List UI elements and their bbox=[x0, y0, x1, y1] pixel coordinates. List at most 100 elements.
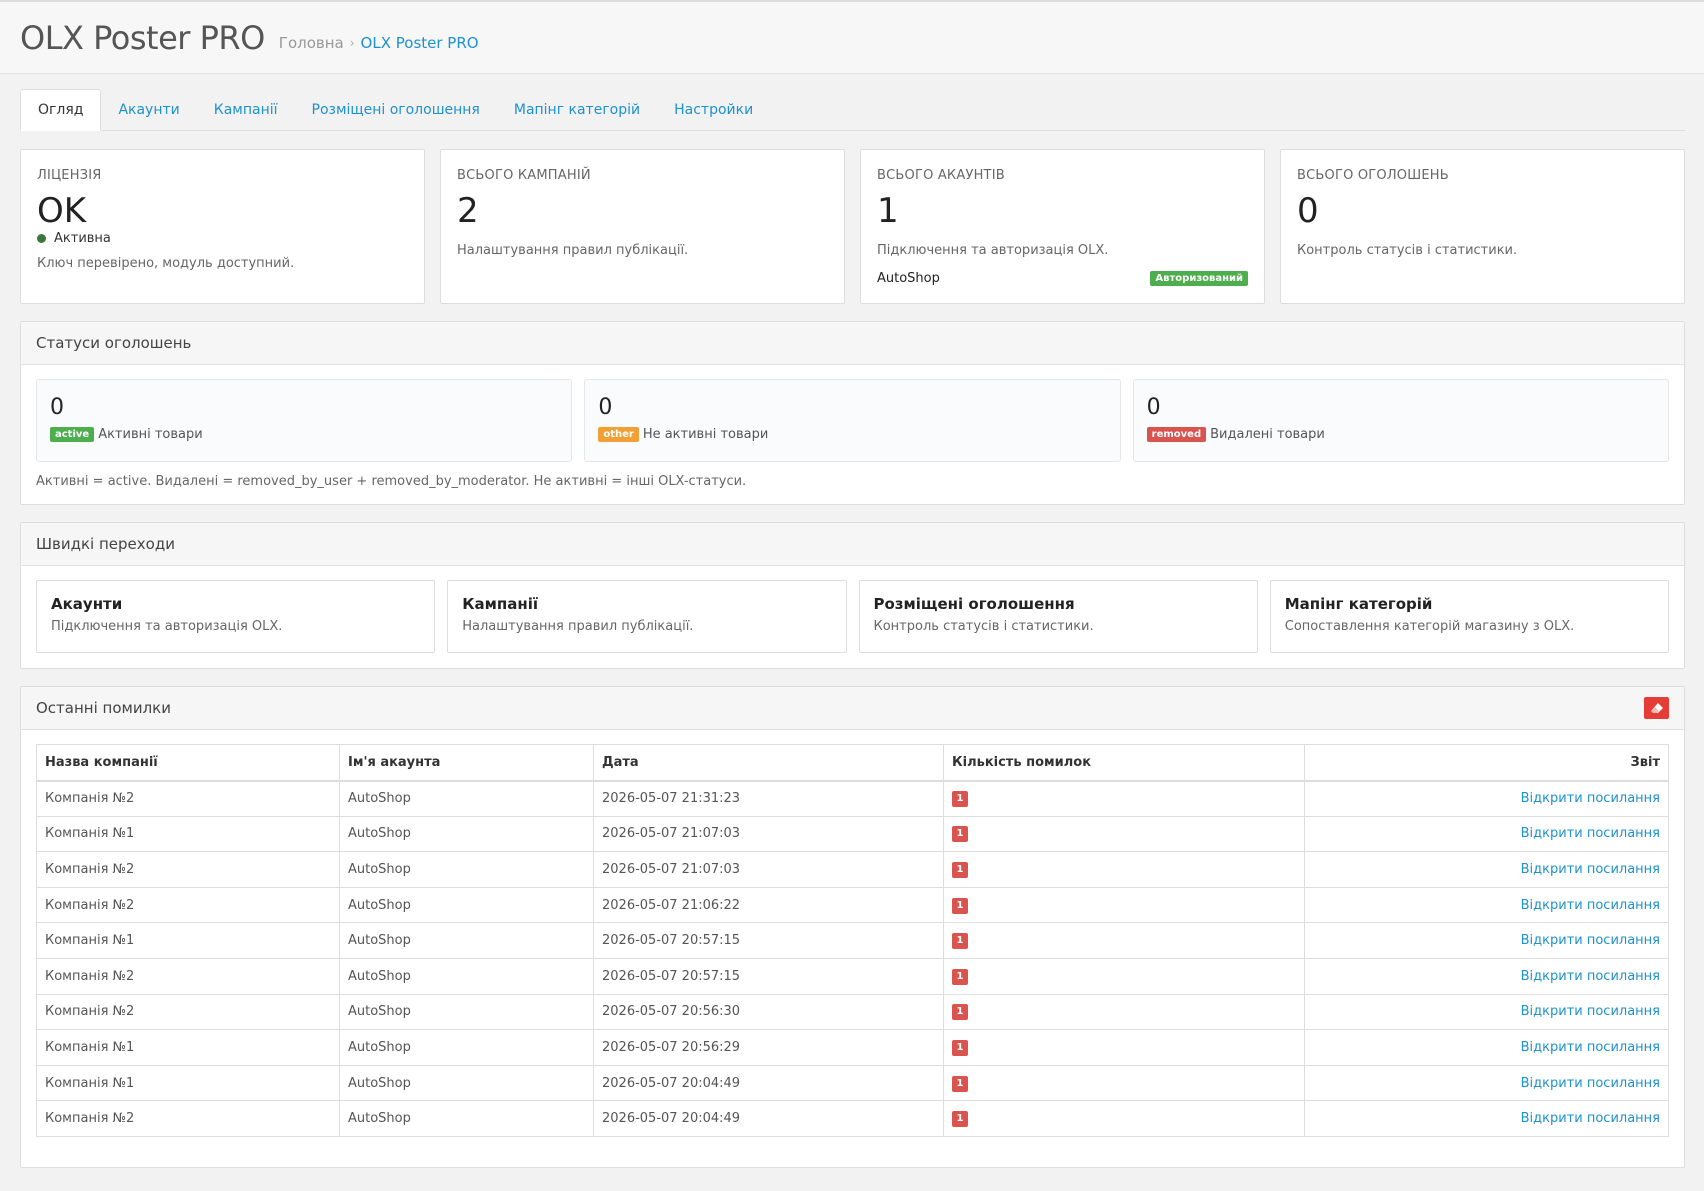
tab-settings[interactable]: Настройки bbox=[674, 101, 754, 118]
license-note: Ключ перевірено, модуль доступний. bbox=[37, 256, 295, 271]
license-value: OK bbox=[37, 191, 87, 231]
cell-campaign: Компанія №2 bbox=[36, 780, 340, 817]
quick-link-placed-ads[interactable]: Розміщені оголошення Контроль статусів і… bbox=[858, 580, 1258, 653]
quick-link-title: Кампанії bbox=[462, 595, 539, 613]
statuses-title: Статуси оголошень bbox=[36, 334, 192, 352]
col-account: Ім'я акаунта bbox=[339, 744, 594, 782]
breadcrumb-current[interactable]: OLX Poster PRO bbox=[360, 33, 479, 52]
cell-report: Відкрити посилання bbox=[1304, 922, 1669, 959]
error-count-badge: 1 bbox=[952, 1004, 968, 1021]
accounts-value: 1 bbox=[877, 191, 899, 231]
breadcrumb-home[interactable]: Головна bbox=[278, 33, 344, 52]
open-link[interactable]: Відкрити посилання bbox=[1520, 933, 1660, 949]
open-link[interactable]: Відкрити посилання bbox=[1520, 1075, 1660, 1091]
open-link[interactable]: Відкрити посилання bbox=[1520, 791, 1660, 807]
cell-campaign: Компанія №2 bbox=[36, 886, 340, 924]
tab-campaigns[interactable]: Кампанії bbox=[213, 101, 278, 118]
cell-error-count: 1 bbox=[943, 886, 1305, 924]
cell-report: Відкрити посилання bbox=[1304, 780, 1669, 817]
status-removed-line: removed Видалені товари bbox=[1146, 427, 1655, 442]
cell-date: 2026-05-07 21:06:22 bbox=[593, 886, 944, 924]
cell-report: Відкрити посилання bbox=[1304, 851, 1669, 888]
cell-account: AutoShop bbox=[339, 1029, 594, 1066]
cell-account: AutoShop bbox=[339, 1064, 594, 1102]
open-link[interactable]: Відкрити посилання bbox=[1520, 1111, 1660, 1127]
cell-error-count: 1 bbox=[943, 922, 1305, 959]
license-status-text: Активна bbox=[54, 231, 111, 246]
open-link[interactable]: Відкрити посилання bbox=[1520, 968, 1660, 984]
cell-error-count: 1 bbox=[943, 1029, 1305, 1066]
open-link[interactable]: Відкрити посилання bbox=[1520, 861, 1660, 877]
status-removed-label: Видалені товари bbox=[1210, 427, 1325, 442]
authorized-badge: Авторизований bbox=[1150, 271, 1248, 286]
status-dot-icon bbox=[37, 234, 46, 243]
open-link[interactable]: Відкрити посилання bbox=[1520, 826, 1660, 842]
cell-campaign: Компанія №2 bbox=[36, 1100, 340, 1137]
error-count-badge: 1 bbox=[952, 933, 968, 950]
campaigns-sub: Налаштування правил публікації. bbox=[457, 243, 689, 258]
table-header-row: Назва компанії Ім'я акаунта Дата Кількіс… bbox=[36, 744, 1669, 782]
cell-error-count: 1 bbox=[943, 957, 1305, 995]
campaigns-label: Всього кампаній bbox=[457, 168, 591, 183]
status-active-label: Активні товари bbox=[98, 427, 203, 442]
table-row: Компанія №2 AutoShop 2026-05-07 21:31:23 1 В… bbox=[36, 780, 1669, 817]
table-row: Компанія №1 AutoShop 2026-05-07 20:57:15 1 В… bbox=[36, 922, 1669, 959]
active-badge: active bbox=[50, 427, 95, 442]
status-active-box: 0 active Активні товари bbox=[36, 379, 573, 462]
cell-campaign: Компанія №2 bbox=[36, 993, 340, 1031]
col-campaign: Назва компанії bbox=[36, 744, 340, 782]
cell-campaign: Компанія №1 bbox=[36, 1029, 340, 1066]
tab-accounts[interactable]: Акаунти bbox=[118, 101, 180, 118]
tab-placed-ads[interactable]: Розміщені оголошення bbox=[311, 101, 480, 118]
cell-campaign: Компанія №1 bbox=[36, 815, 340, 853]
table-row: Компанія №2 AutoShop 2026-05-07 20:57:15 1 В… bbox=[36, 957, 1669, 995]
cell-account: AutoShop bbox=[339, 957, 594, 995]
stats-row: Ліцензія OK Активна Ключ перевірено, мод… bbox=[20, 149, 1685, 304]
cell-error-count: 1 bbox=[943, 993, 1305, 1031]
open-link[interactable]: Відкрити посилання bbox=[1520, 1004, 1660, 1020]
cell-error-count: 1 bbox=[943, 851, 1305, 888]
quick-link-sub: Контроль статусів і статистики. bbox=[873, 619, 1094, 634]
top-border bbox=[0, 0, 1704, 2]
cell-account: AutoShop bbox=[339, 922, 594, 959]
error-count-badge: 1 bbox=[952, 826, 968, 843]
quick-links-row: Акаунти Підключення та авторизація OLX. … bbox=[36, 580, 1669, 653]
cell-account: AutoShop bbox=[339, 993, 594, 1031]
cell-account: AutoShop bbox=[339, 886, 594, 924]
main-content: Огляд Акаунти Кампанії Розміщені оголоше… bbox=[0, 74, 1704, 1168]
status-row: 0 active Активні товари 0 other Не актив… bbox=[36, 379, 1669, 462]
quick-link-title: Розміщені оголошення bbox=[873, 595, 1075, 613]
page-title: OLX Poster PRO bbox=[20, 18, 265, 57]
quick-link-campaigns[interactable]: Кампанії Налаштування правил публікації. bbox=[447, 580, 847, 653]
error-count-badge: 1 bbox=[952, 897, 968, 914]
cell-error-count: 1 bbox=[943, 815, 1305, 853]
tab-category-mapping[interactable]: Мапінг категорій bbox=[513, 101, 641, 118]
cell-account: AutoShop bbox=[339, 780, 594, 817]
cell-date: 2026-05-07 21:31:23 bbox=[593, 780, 944, 817]
quick-link-sub: Підключення та авторизація OLX. bbox=[51, 619, 283, 634]
cell-campaign: Компанія №1 bbox=[36, 1064, 340, 1102]
removed-badge: removed bbox=[1146, 427, 1207, 442]
status-active-value: 0 bbox=[50, 395, 64, 420]
table-row: Компанія №1 AutoShop 2026-05-07 21:07:03 1 В… bbox=[36, 815, 1669, 853]
error-count-badge: 1 bbox=[952, 1075, 968, 1092]
cell-report: Відкрити посилання bbox=[1304, 957, 1669, 995]
cell-report: Відкрити посилання bbox=[1304, 1064, 1669, 1102]
open-link[interactable]: Відкрити посилання bbox=[1520, 1039, 1660, 1055]
statuses-panel: Статуси оголошень 0 active Активні товар… bbox=[20, 321, 1685, 505]
status-removed-value: 0 bbox=[1146, 395, 1161, 420]
statuses-body: 0 active Активні товари 0 other Не актив… bbox=[21, 365, 1684, 504]
quick-link-category-mapping[interactable]: Мапінг категорій Сопоставлення категорій… bbox=[1269, 580, 1669, 653]
quick-link-accounts[interactable]: Акаунти Підключення та авторизація OLX. bbox=[36, 580, 436, 653]
status-other-label: Не активні товари bbox=[642, 427, 769, 442]
status-removed-box: 0 removed Видалені товари bbox=[1132, 379, 1669, 462]
tab-bar: Огляд Акаунти Кампанії Розміщені оголоше… bbox=[20, 89, 1685, 131]
clear-errors-button[interactable] bbox=[1644, 697, 1669, 719]
tab-overview[interactable]: Огляд bbox=[20, 89, 102, 131]
cell-date: 2026-05-07 21:07:03 bbox=[593, 815, 944, 853]
ads-value: 0 bbox=[1297, 191, 1319, 231]
open-link[interactable]: Відкрити посилання bbox=[1520, 897, 1660, 913]
quick-link-sub: Налаштування правил публікації. bbox=[462, 619, 694, 634]
page-header: OLX Poster PRO Головна › OLX Poster PRO bbox=[0, 2, 1704, 74]
col-date: Дата bbox=[593, 744, 944, 782]
